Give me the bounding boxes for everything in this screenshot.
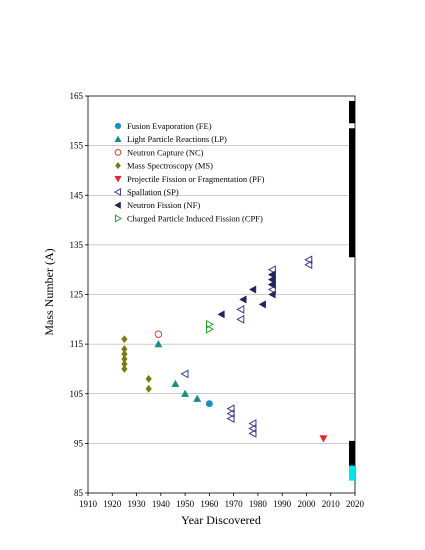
y-tick-label-95: 95 bbox=[74, 438, 84, 448]
point-series-5-13 bbox=[267, 265, 276, 275]
side-bar-3 bbox=[349, 465, 355, 481]
legend-label-4: Projectile Fission or Fragmentation (PF) bbox=[127, 174, 265, 184]
legend-label-6: Neutron Fission (NF) bbox=[127, 200, 200, 210]
point-series-6-2 bbox=[248, 285, 257, 294]
data-points bbox=[121, 255, 328, 443]
point-series-3-7 bbox=[145, 374, 152, 383]
x-tick-label-1940: 1940 bbox=[152, 499, 171, 509]
point-series-5-15 bbox=[304, 255, 313, 265]
legend-marker-2 bbox=[114, 149, 122, 156]
y-tick-label-155: 155 bbox=[70, 141, 84, 151]
x-tick-label-1960: 1960 bbox=[200, 499, 219, 509]
y-tick-label-145: 145 bbox=[70, 190, 84, 200]
point-series-3-0 bbox=[121, 364, 128, 373]
y-tick-label-105: 105 bbox=[70, 389, 84, 399]
axis-ticks: 85 95 105 115 125 135 145 155 165 1910 1920 1930 194… bbox=[70, 91, 365, 509]
legend-marker-3 bbox=[115, 161, 121, 170]
legend-label-1: Light Particle Reactions (LP) bbox=[127, 134, 227, 144]
point-series-3-6 bbox=[145, 384, 152, 393]
legend-marker-0 bbox=[114, 122, 122, 130]
point-series-1-2 bbox=[181, 389, 190, 397]
x-tick-label-1990: 1990 bbox=[273, 499, 292, 509]
x-tick-label-1910: 1910 bbox=[79, 499, 98, 509]
point-series-3-1 bbox=[121, 359, 128, 368]
legend-marker-7 bbox=[114, 214, 123, 223]
x-tick-label-2000: 2000 bbox=[297, 499, 316, 509]
point-series-1-1 bbox=[171, 379, 180, 387]
point-series-3-2 bbox=[121, 355, 128, 364]
legend-label-0: Fusion Evaporation (FE) bbox=[127, 121, 212, 131]
y-tick-label-85: 85 bbox=[74, 488, 84, 498]
x-tick-label-1980: 1980 bbox=[249, 499, 268, 509]
point-series-5-1 bbox=[226, 414, 235, 424]
x-tick-label-1950: 1950 bbox=[176, 499, 195, 509]
legend: Fusion Evaporation (FE) Light Particle Re… bbox=[113, 121, 265, 223]
x-axis-title: Year Discovered bbox=[181, 513, 261, 527]
point-series-6-0 bbox=[217, 310, 225, 319]
y-axis-title: Mass Number (A) bbox=[42, 248, 56, 335]
point-series-5-7 bbox=[236, 314, 245, 324]
legend-marker-1 bbox=[114, 135, 122, 143]
point-series-5-14 bbox=[304, 260, 313, 270]
point-series-2-0 bbox=[154, 330, 163, 338]
point-series-3-3 bbox=[121, 350, 128, 359]
point-series-3-5 bbox=[121, 335, 128, 344]
point-series-5-2 bbox=[226, 409, 235, 419]
grid-lines bbox=[88, 145, 355, 444]
legend-marker-5 bbox=[113, 187, 122, 197]
legend-label-5: Spallation (SP) bbox=[127, 187, 179, 197]
y-tick-label-115: 115 bbox=[70, 339, 84, 349]
legend-marker-4 bbox=[114, 175, 122, 183]
y-tick-label-165: 165 bbox=[70, 91, 84, 101]
side-bar-1 bbox=[349, 128, 355, 258]
point-series-6-6 bbox=[268, 275, 276, 284]
point-series-7-1 bbox=[205, 319, 214, 329]
point-series-5-5 bbox=[248, 424, 257, 433]
point-series-6-7 bbox=[268, 270, 276, 279]
x-tick-label-1920: 1920 bbox=[103, 499, 122, 509]
x-tick-label-1930: 1930 bbox=[128, 499, 147, 509]
point-series-4-0 bbox=[319, 435, 328, 443]
y-tick-label-125: 125 bbox=[70, 290, 84, 300]
x-tick-label-1970: 1970 bbox=[225, 499, 244, 509]
point-series-5-8 bbox=[236, 304, 245, 314]
x-tick-label-2010: 2010 bbox=[322, 499, 341, 509]
point-series-0-0 bbox=[205, 400, 213, 408]
point-series-5-3 bbox=[226, 404, 235, 414]
legend-label-2: Neutron Capture (NC) bbox=[127, 147, 204, 157]
point-series-6-5 bbox=[268, 280, 276, 289]
point-series-5-0 bbox=[180, 369, 189, 379]
y-tick-label-135: 135 bbox=[70, 240, 84, 250]
x-tick-label-2020: 2020 bbox=[346, 499, 365, 509]
legend-label-7: Charged Particle Induced Fission (CPF) bbox=[127, 213, 263, 223]
point-series-6-1 bbox=[239, 295, 247, 304]
point-series-6-3 bbox=[258, 300, 266, 309]
point-series-1-3 bbox=[193, 394, 202, 402]
side-bar-2 bbox=[349, 440, 355, 466]
legend-marker-6 bbox=[114, 201, 121, 209]
side-bars bbox=[349, 100, 355, 481]
point-series-1-0 bbox=[154, 340, 163, 348]
side-bar-0 bbox=[349, 100, 355, 124]
point-series-5-4 bbox=[248, 429, 257, 438]
point-series-3-4 bbox=[121, 345, 128, 354]
point-series-6-4 bbox=[268, 290, 276, 299]
point-series-5-6 bbox=[248, 419, 257, 428]
point-series-7-0 bbox=[205, 324, 214, 334]
legend-label-3: Mass Spectroscopy (MS) bbox=[127, 161, 213, 171]
point-series-5-9 bbox=[267, 285, 276, 294]
